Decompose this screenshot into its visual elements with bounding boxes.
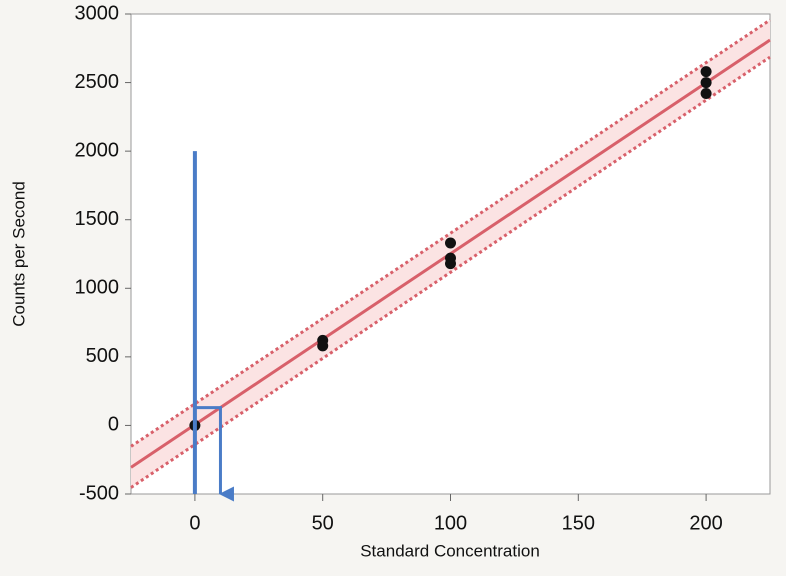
upper-bound [130,18,771,448]
guide-arrow [194,406,234,502]
y-tick-label: 3000 [75,2,120,24]
x-tick-label: 100 [434,512,467,534]
y-axis-title: Counts per Second [9,181,28,327]
y-tick-label: 0 [108,414,119,436]
data-point [700,66,712,78]
x-tick-label: 150 [562,512,595,534]
y-tick-label: 1000 [75,277,120,299]
y-tick-label: -500 [79,482,119,504]
y-tick-label: 1500 [75,208,120,230]
lower-bound [130,55,771,489]
y-tick-label: 2500 [75,71,120,93]
x-tick-label: 50 [312,512,334,534]
x-tick-label: 200 [689,512,722,534]
y-tick-label: 500 [86,345,119,367]
data-point [700,88,712,100]
x-axis-title: Standard Concentration [360,541,540,560]
data-point [317,340,329,352]
x-tick-label: 0 [189,512,200,534]
data-point [445,237,456,249]
data-point [445,258,456,270]
y-tick-label: 2000 [75,139,120,161]
data-point [700,77,712,89]
